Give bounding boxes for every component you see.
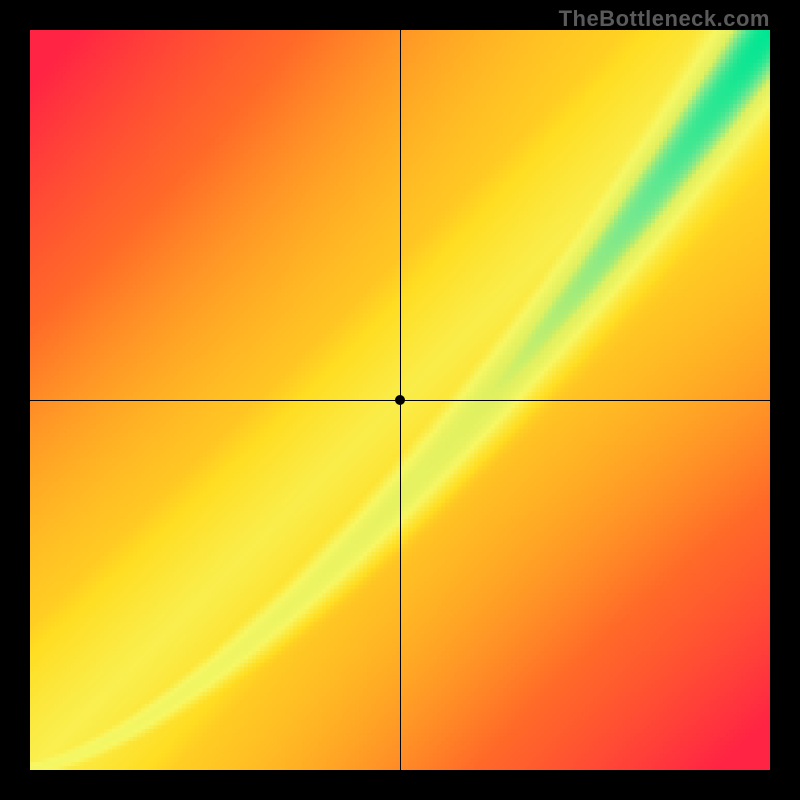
chart-container: { "chart": { "type": "heatmap", "width_p… bbox=[0, 0, 800, 800]
watermark-text: TheBottleneck.com bbox=[559, 6, 770, 32]
crosshair-marker bbox=[395, 395, 405, 405]
